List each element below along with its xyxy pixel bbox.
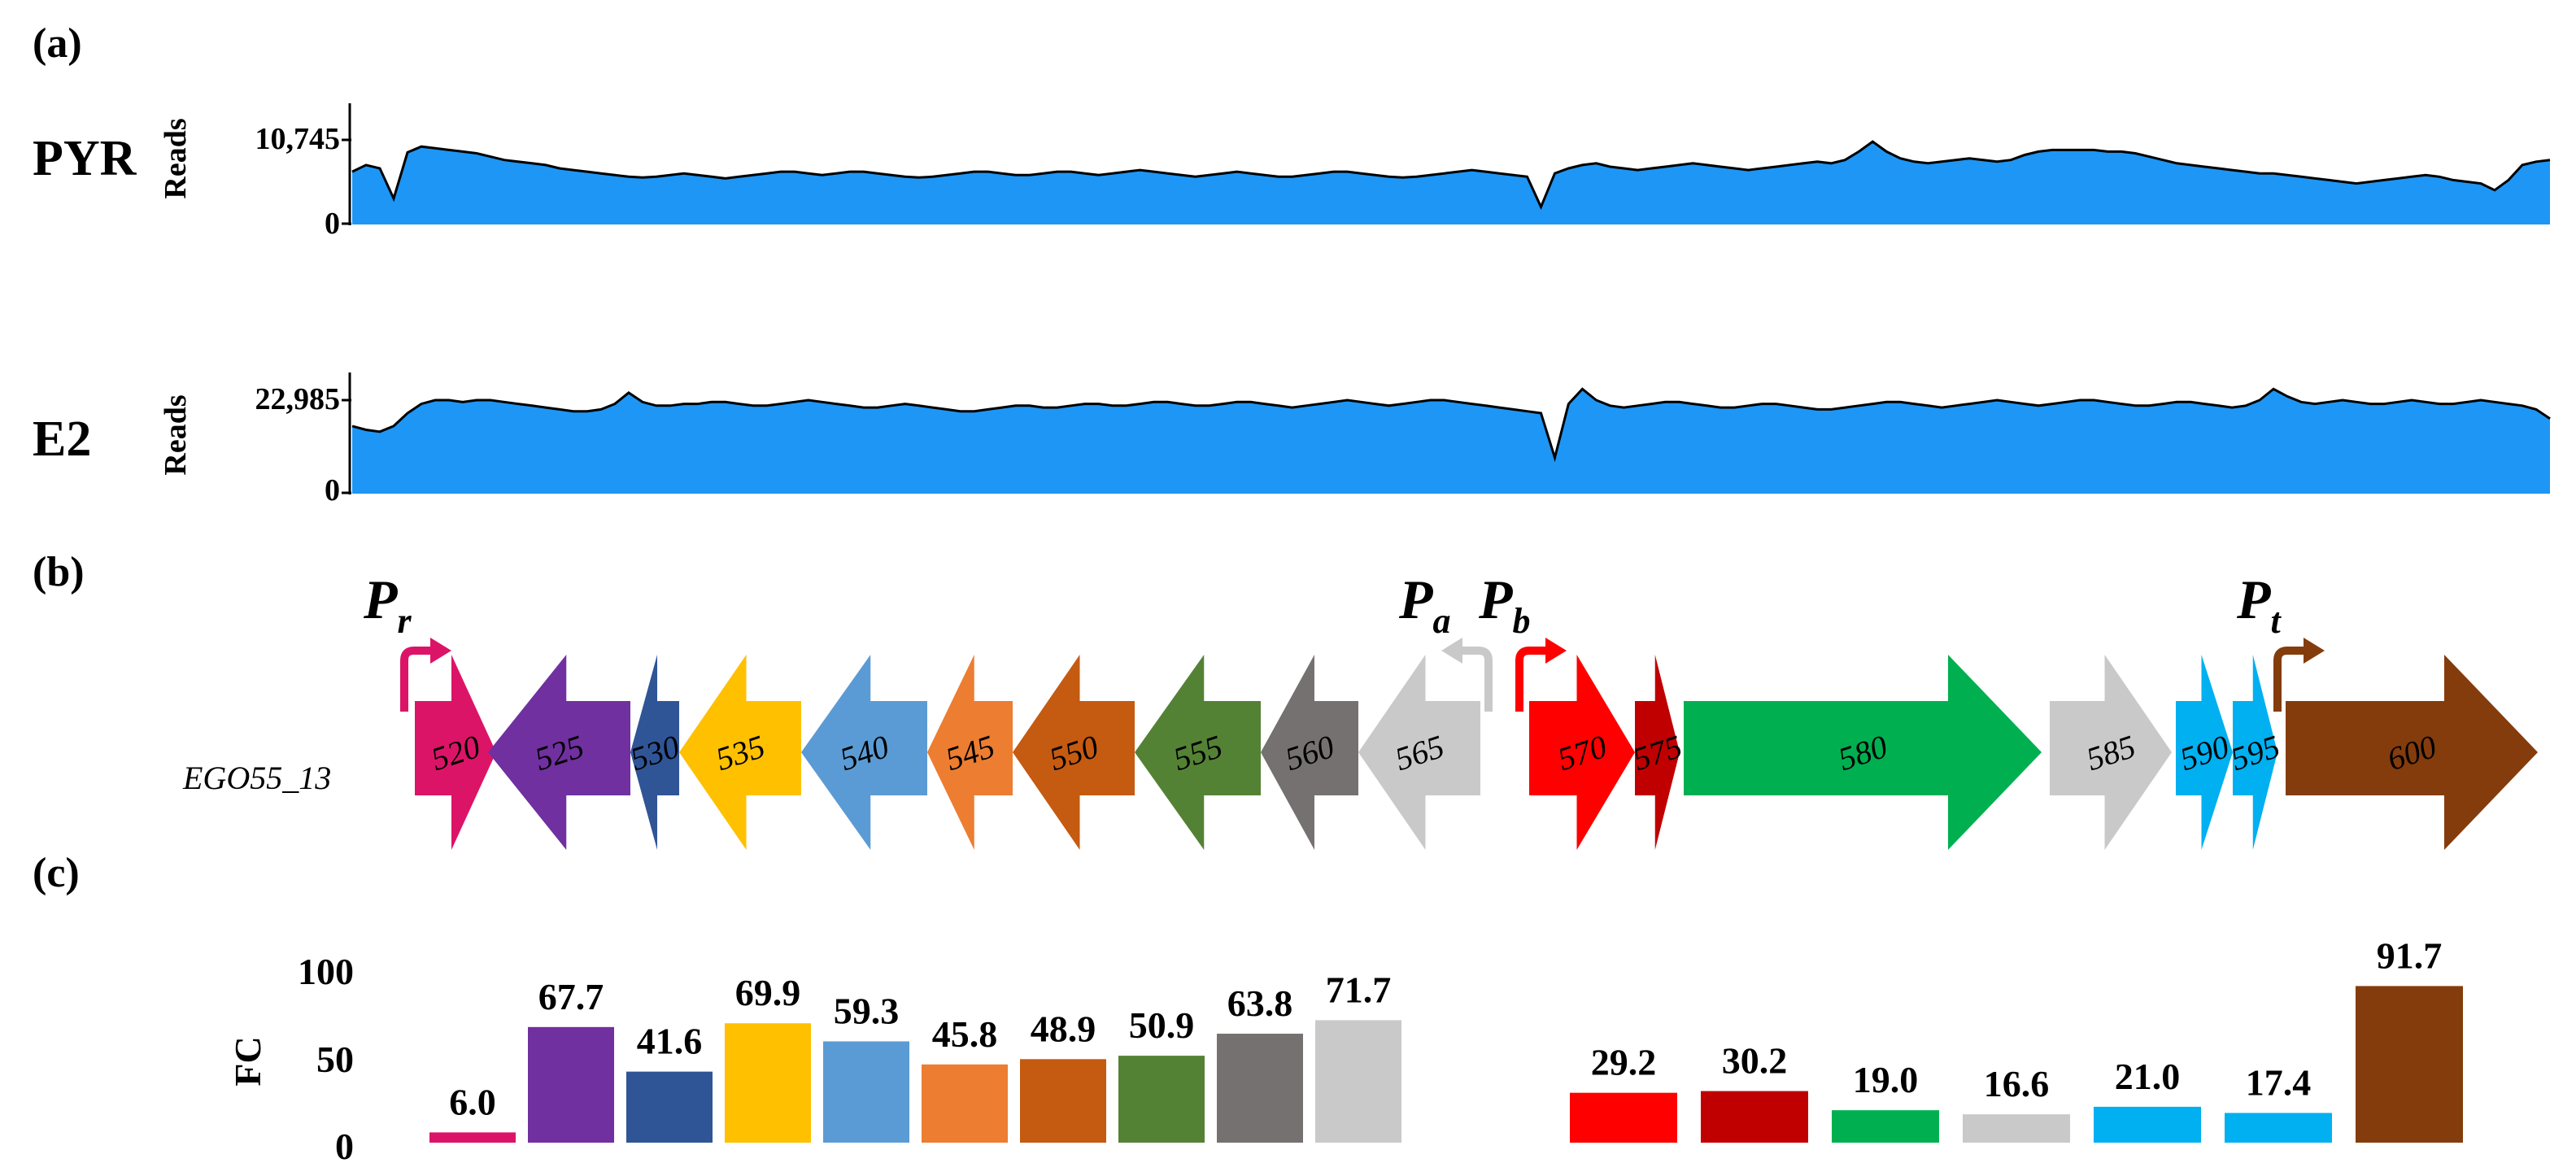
- fc-bar-565: [1315, 1020, 1401, 1143]
- fc-tick-100: 100: [298, 951, 354, 992]
- fc-bar-585: [1963, 1114, 2070, 1143]
- gene-arrow-585: [2050, 655, 2172, 850]
- panel-label-b: (b): [33, 549, 85, 595]
- fc-bar-value-580: 19.0: [1853, 1059, 1919, 1100]
- fc-bar-555: [1118, 1056, 1205, 1143]
- fc-bar-590: [2094, 1106, 2201, 1143]
- gene-arrow-570: [1529, 655, 1635, 850]
- fc-bar-value-575: 30.2: [1722, 1040, 1788, 1082]
- gene-arrow-530: [630, 655, 679, 850]
- promoter-arrowhead-a: [1441, 638, 1462, 664]
- fc-bar-value-550: 48.9: [1031, 1008, 1096, 1049]
- track-name-e2: E2: [33, 412, 91, 467]
- fc-bar-560: [1217, 1034, 1303, 1143]
- gene-arrow-565: [1358, 655, 1480, 850]
- fc-bar-575: [1701, 1091, 1808, 1143]
- coverage-track-e2: E2 Reads 22,985 0: [33, 372, 2551, 507]
- fc-bar-value-540: 59.3: [834, 990, 900, 1031]
- gene-arrow-555: [1135, 655, 1261, 850]
- fc-bar-value-595: 17.4: [2246, 1061, 2312, 1103]
- fc-bar-value-520: 6.0: [449, 1081, 496, 1122]
- track-max-label-pyr: 10,745: [255, 122, 341, 156]
- gene-arrow-525: [488, 655, 630, 850]
- track-min-label-pyr: 0: [325, 207, 340, 241]
- operon-label: EGO55_13: [182, 760, 331, 796]
- fc-bar-value-590: 21.0: [2115, 1056, 2181, 1097]
- promoter-label-r: Pr: [363, 568, 412, 641]
- coverage-edge-e2: [351, 387, 2551, 463]
- track-max-label-e2: 22,985: [255, 382, 341, 416]
- fc-bar-535: [725, 1023, 811, 1143]
- fc-bar-value-530: 41.6: [637, 1021, 703, 1062]
- fc-bar-value-600: 91.7: [2377, 934, 2443, 976]
- gene-arrow-520: [415, 655, 496, 850]
- promoter-arrow-t: [2273, 647, 2304, 712]
- fc-bar-545: [922, 1064, 1008, 1143]
- fc-bar-value-535: 69.9: [735, 972, 801, 1013]
- promoter-arrow-a: [1462, 647, 1493, 712]
- fc-bar-value-565: 71.7: [1326, 969, 1392, 1010]
- fc-bar-600: [2356, 986, 2463, 1143]
- track-name-pyr: PYR: [33, 131, 137, 186]
- promoter-label-a: Pa: [1398, 568, 1451, 641]
- gene-arrow-575: [1635, 655, 1680, 850]
- gene-arrow-535: [679, 655, 801, 850]
- fc-bar-chart: FC 100 50 0 6.0 67.7 41.6 69.9 59.3 45.8 48.9 5…: [227, 934, 2463, 1167]
- coverage-area-e2: [352, 389, 2550, 493]
- gene-arrow-540: [801, 655, 927, 850]
- promoter-arrowhead-t: [2304, 638, 2325, 664]
- promoter-arrow-r: [400, 647, 430, 712]
- fc-bar-value-545: 45.8: [932, 1013, 998, 1055]
- fc-tick-0: 0: [335, 1126, 354, 1167]
- gene-arrow-595: [2233, 655, 2277, 850]
- gene-arrow-545: [927, 655, 1013, 850]
- fc-bar-520: [429, 1132, 516, 1143]
- gene-arrow-550: [1013, 655, 1135, 850]
- fc-tick-50: 50: [316, 1039, 354, 1080]
- fc-bar-525: [528, 1026, 614, 1143]
- fc-bar-570: [1570, 1092, 1677, 1143]
- gene-arrow-590: [2176, 655, 2233, 850]
- promoter-label-b: Pb: [1478, 568, 1531, 641]
- gene-arrow-560: [1261, 655, 1358, 850]
- fc-bar-value-555: 50.9: [1129, 1004, 1195, 1046]
- promoter-arrowhead-b: [1545, 638, 1567, 664]
- fc-bar-value-560: 63.8: [1227, 982, 1293, 1024]
- promoter-arrowhead-r: [430, 638, 451, 664]
- gene-arrows: 520 525 530 535 540 545 550 555 560 565 570 575 580 5…: [415, 655, 2538, 850]
- fc-bar-540: [823, 1041, 909, 1143]
- reads-axis-title-pyr: Reads: [159, 118, 193, 198]
- fc-bar-value-570: 29.2: [1591, 1042, 1657, 1083]
- track-min-label-e2: 0: [325, 473, 340, 507]
- fc-bar-530: [626, 1071, 713, 1143]
- fc-bar-value-585: 16.6: [1984, 1063, 2050, 1104]
- fc-bar-value-525: 67.7: [538, 976, 604, 1017]
- promoter-markers: Pr Pa Pb Pt: [363, 568, 2325, 712]
- promoter-label-t: Pt: [2236, 568, 2282, 641]
- gene-arrow-580: [1684, 655, 2042, 850]
- panel-label-a: (a): [33, 20, 82, 67]
- panel-label-c: (c): [33, 850, 80, 896]
- coverage-area-pyr: [352, 142, 2550, 224]
- fc-axis-title: FC: [227, 1036, 268, 1086]
- promoter-arrow-b: [1515, 647, 1545, 712]
- coverage-track-pyr: PYR Reads 10,745 0: [33, 103, 2551, 241]
- gene-arrow-600: [2286, 655, 2538, 850]
- coverage-edge-pyr: [351, 140, 2551, 211]
- fc-bar-580: [1832, 1110, 1939, 1143]
- fc-bar-550: [1020, 1059, 1106, 1143]
- fc-bar-595: [2225, 1113, 2332, 1143]
- reads-axis-title-e2: Reads: [159, 394, 193, 475]
